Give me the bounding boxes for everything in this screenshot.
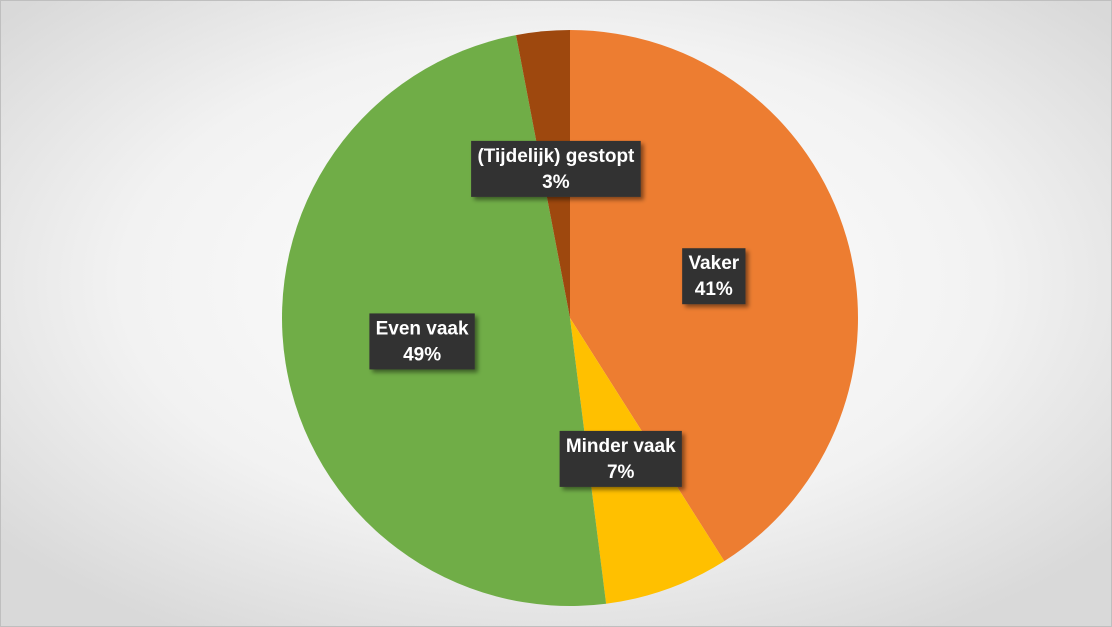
data-label: (Tijdelijk) gestopt 3% — [471, 140, 641, 197]
data-label-category: Vaker — [688, 253, 739, 274]
data-labels: Vaker 41% Minder vaak 7% Even vaak 49% (Tijdel… — [369, 140, 746, 487]
data-label-box — [682, 248, 746, 305]
data-label-box — [559, 430, 682, 487]
data-label-category: (Tijdelijk) gestopt — [477, 146, 635, 167]
data-label-box — [471, 140, 641, 197]
data-label-value: 49% — [403, 344, 441, 365]
data-label-value: 7% — [607, 462, 635, 483]
pie — [282, 30, 858, 606]
data-label-category: Minder vaak — [566, 436, 676, 457]
data-label-category: Even vaak — [376, 318, 469, 339]
data-label: Vaker 41% — [682, 248, 746, 305]
data-label: Minder vaak 7% — [559, 430, 682, 487]
data-label-value: 41% — [695, 279, 733, 300]
data-label: Even vaak 49% — [369, 313, 475, 370]
data-label-value: 3% — [542, 172, 570, 193]
data-label-box — [369, 313, 475, 370]
